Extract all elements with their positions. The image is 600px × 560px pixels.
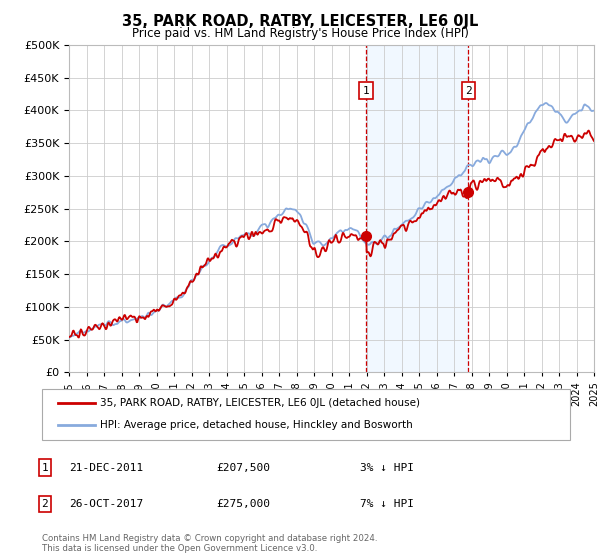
- FancyBboxPatch shape: [42, 389, 570, 440]
- Text: 35, PARK ROAD, RATBY, LEICESTER, LE6 0JL: 35, PARK ROAD, RATBY, LEICESTER, LE6 0JL: [122, 14, 478, 29]
- Text: 2: 2: [465, 86, 472, 96]
- Text: 7% ↓ HPI: 7% ↓ HPI: [360, 499, 414, 509]
- Text: 2: 2: [41, 499, 49, 509]
- Text: 35, PARK ROAD, RATBY, LEICESTER, LE6 0JL (detached house): 35, PARK ROAD, RATBY, LEICESTER, LE6 0JL…: [100, 398, 420, 408]
- Text: 3% ↓ HPI: 3% ↓ HPI: [360, 463, 414, 473]
- Text: 26-OCT-2017: 26-OCT-2017: [69, 499, 143, 509]
- Text: 1: 1: [362, 86, 370, 96]
- Text: £207,500: £207,500: [216, 463, 270, 473]
- Bar: [366, 45, 469, 372]
- Text: Price paid vs. HM Land Registry's House Price Index (HPI): Price paid vs. HM Land Registry's House …: [131, 27, 469, 40]
- Text: £275,000: £275,000: [216, 499, 270, 509]
- Text: 1: 1: [41, 463, 49, 473]
- Text: HPI: Average price, detached house, Hinckley and Bosworth: HPI: Average price, detached house, Hinc…: [100, 421, 413, 431]
- Text: Contains HM Land Registry data © Crown copyright and database right 2024.
This d: Contains HM Land Registry data © Crown c…: [42, 534, 377, 553]
- Text: 21-DEC-2011: 21-DEC-2011: [69, 463, 143, 473]
